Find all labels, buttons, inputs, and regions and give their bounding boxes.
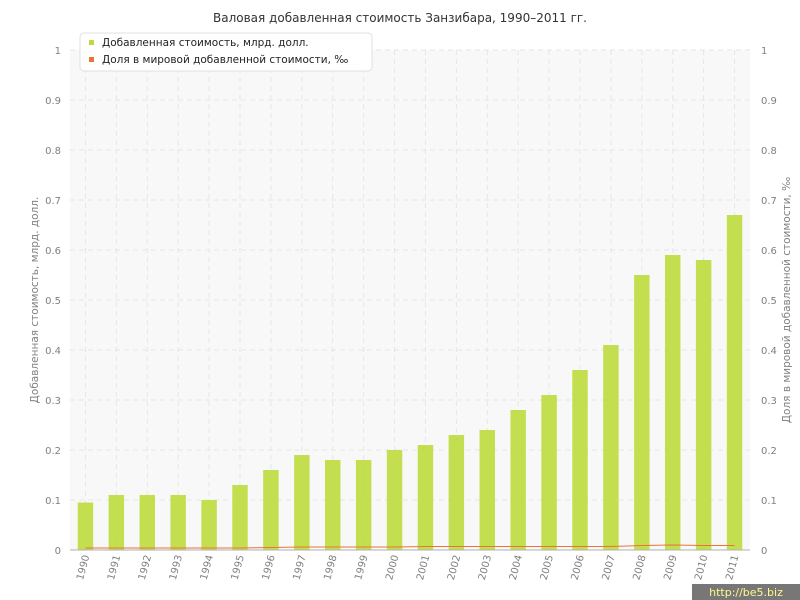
legend-label-bar: Добавленная стоимость, млрд. долл. [102,37,309,49]
x-tick-label: 2001 [415,554,432,581]
x-tick-label: 2004 [508,554,525,581]
left-tick-label: 0.8 [45,146,61,157]
left-tick-label: 0.6 [45,246,61,257]
bar [139,495,155,550]
bar [572,370,588,550]
bar [294,455,310,550]
bar [386,450,403,550]
x-tick-label: 2010 [693,554,710,581]
x-tick-label: 2003 [477,554,494,581]
x-tick-label: 1995 [230,554,247,581]
bar [108,495,125,550]
left-y-axis-ticks: 0 0.1 0.2 0.3 0.4 0.5 0.6 0.7 0.8 0.9 1 [45,46,61,557]
bar [448,435,465,550]
bar [541,395,557,550]
watermark-text: http://be5.biz [709,586,783,599]
x-tick-label: 1994 [199,554,216,581]
x-tick-label: 1992 [137,554,154,581]
bar [695,260,712,550]
left-tick-label: 0.5 [45,296,61,307]
x-tick-label: 2008 [632,554,649,581]
right-tick-label: 1 [761,46,767,57]
x-tick-label: 1997 [292,554,309,581]
x-axis-labels: 1990 1991 1992 1993 1994 1995 1996 1997 1998 1999… [75,554,741,581]
x-tick-label: 2011 [724,554,741,581]
right-tick-label: 0.3 [761,396,777,407]
bar-series [77,215,743,550]
right-tick-label: 0.1 [761,496,777,507]
left-tick-label: 0.4 [45,346,61,357]
x-tick-label: 2000 [384,554,401,581]
x-tick-label: 2006 [570,554,587,581]
bar [603,345,619,550]
x-tick-label: 1990 [75,554,92,581]
watermark-background [692,584,800,600]
right-tick-label: 0.5 [761,296,777,307]
x-tick-label: 2005 [539,554,556,581]
bar [634,275,650,550]
right-tick-label: 0 [761,546,767,557]
left-axis-title: Добавленная стоимость, млрд. долл. [29,197,41,404]
bar [325,460,341,550]
bar [726,215,743,550]
right-y-axis-ticks: 0 0.1 0.2 0.3 0.4 0.5 0.6 0.7 0.8 0.9 1 [761,46,777,557]
bar [263,470,279,550]
bar [201,500,217,550]
left-tick-label: 1 [55,46,61,57]
right-tick-label: 0.9 [761,96,777,107]
legend-swatch-line [89,57,94,62]
bar [479,430,495,550]
left-tick-label: 0 [55,546,61,557]
line-path [85,544,735,549]
x-tick-label: 1999 [353,554,370,581]
watermark: http://be5.biz [692,584,800,600]
x-tick-label: 2007 [601,554,618,581]
bar [355,460,372,550]
legend-box [79,32,373,72]
left-tick-label: 0.7 [45,196,61,207]
left-tick-label: 0.2 [45,446,61,457]
legend-swatch-bar [89,40,94,45]
x-tick-label: 1998 [322,554,339,581]
right-tick-label: 0.7 [761,196,777,207]
bar [232,485,248,550]
right-axis-title: Доля в мировой добавленной стоимости, ‰ [781,177,793,423]
x-tick-label: 2002 [446,554,463,581]
right-tick-label: 0.6 [761,246,777,257]
bar [170,495,186,550]
right-tick-label: 0.8 [761,146,777,157]
legend: Добавленная стоимость, млрд. долл. Доля … [79,32,373,72]
line-series [85,544,735,549]
x-tick-label: 1993 [168,554,185,581]
left-tick-label: 0.1 [45,496,61,507]
bar [77,502,94,550]
legend-label-line: Доля в мировой добавленной стоимости, ‰ [102,54,348,66]
bar [665,255,681,550]
bar [510,410,526,550]
right-tick-label: 0.2 [761,446,777,457]
x-tick-label: 1996 [261,554,278,581]
left-tick-label: 0.9 [45,96,61,107]
left-tick-label: 0.3 [45,396,61,407]
bar [417,445,434,550]
x-tick-label: 2009 [662,554,679,581]
chart-title: Валовая добавленная стоимость Занзибара,… [213,11,587,25]
right-tick-label: 0.4 [761,346,777,357]
x-tick-label: 1991 [106,554,123,581]
